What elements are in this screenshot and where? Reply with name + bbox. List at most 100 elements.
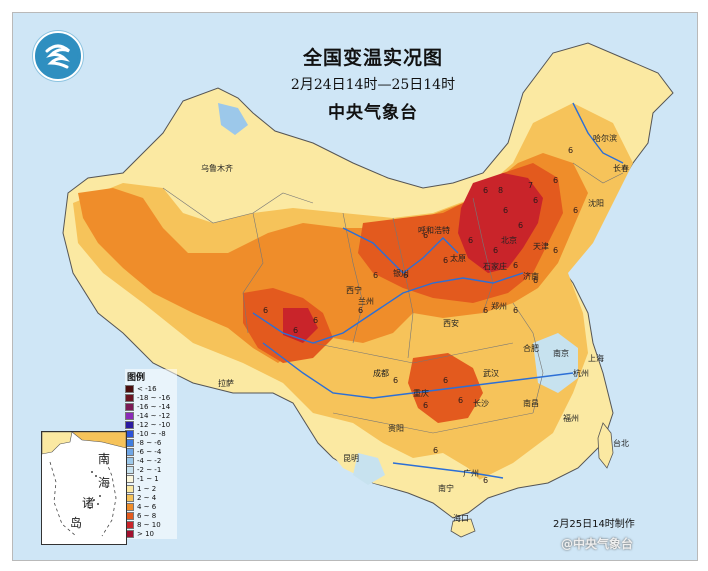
legend-swatch — [125, 402, 134, 411]
legend-swatch — [125, 420, 134, 429]
hainan-island — [450, 518, 476, 538]
station-value: 6 — [313, 316, 318, 325]
cma-logo — [33, 31, 83, 81]
legend-item: -18 ~ -16 — [125, 393, 177, 402]
station-value: 6 — [573, 206, 578, 215]
city-label: 天津 — [533, 242, 549, 251]
city-label: 长春 — [613, 164, 629, 173]
city-label: 昆明 — [343, 454, 359, 463]
station-value: 6 — [518, 221, 523, 230]
city-label: 福州 — [563, 414, 579, 423]
station-value: 8 — [498, 186, 503, 195]
legend-label: 8 ~ 10 — [137, 520, 161, 529]
city-label: 呼和浩特 — [418, 226, 450, 235]
rivers — [252, 102, 624, 479]
legend-label: -4 ~ -2 — [137, 457, 162, 466]
station-value: 6 — [433, 446, 438, 455]
legend-label: 1 ~ 2 — [137, 484, 157, 493]
legend-item: -16 ~ -14 — [125, 402, 177, 411]
legend-swatch — [125, 393, 134, 402]
inset-label-2: 海 — [98, 476, 111, 490]
zone-cool-southwest — [353, 453, 385, 485]
city-label: 石家庄 — [483, 262, 507, 271]
map-period: 2月24日14时—25日14时 — [290, 77, 456, 93]
legend-item: 1 ~ 2 — [125, 484, 177, 493]
station-value: 6 — [493, 246, 498, 255]
city-label: 长沙 — [473, 399, 489, 408]
station-value: 6 — [533, 196, 538, 205]
inset-label-1: 南 — [98, 452, 111, 466]
inset-label-3: 诸 — [82, 496, 95, 510]
station-value: 6 — [423, 231, 428, 240]
city-label: 银川 — [393, 269, 409, 278]
city-label: 重庆 — [413, 389, 429, 398]
legend-label: -14 ~ -12 — [137, 411, 171, 420]
zone-cool-east — [533, 333, 578, 393]
station-value: 6 — [568, 146, 573, 155]
legend-label: -18 ~ -16 — [137, 393, 171, 402]
legend-item: -4 ~ -2 — [125, 457, 177, 466]
legend-label: -8 ~ -6 — [137, 439, 162, 448]
city-label: 南京 — [553, 349, 569, 358]
zone-cool-north — [218, 103, 248, 135]
legend-label: -6 ~ -4 — [137, 448, 162, 457]
station-value: 6 — [403, 271, 408, 280]
city-label: 成都 — [373, 369, 389, 378]
station-value: 6 — [423, 401, 428, 410]
legend-item: 6 ~ 8 — [125, 511, 177, 520]
legend-item: -6 ~ -4 — [125, 448, 177, 457]
city-label: 海口 — [453, 514, 469, 523]
legend-item: < -16 — [125, 384, 177, 393]
station-value: 6 — [483, 306, 488, 315]
city-label: 济南 — [523, 272, 539, 281]
legend-label: < -16 — [137, 384, 157, 393]
legend-label: -1 ~ 1 — [137, 475, 159, 484]
map-title-block: 全国变温实况图 2月24日14时—25日14时 中央气象台 — [263, 43, 483, 123]
city-label: 合肥 — [523, 344, 539, 353]
station-value: 6 — [443, 376, 448, 385]
south-china-sea-inset: 南 海 诸 岛 — [41, 431, 127, 545]
map-title: 全国变温实况图 — [302, 47, 443, 69]
cma-logo-icon — [38, 36, 78, 76]
legend-item: -8 ~ -6 — [125, 439, 177, 448]
station-value: 6 — [373, 271, 378, 280]
station-value: 6 — [468, 236, 473, 245]
legend: 图例 < -16 -18 ~ -16 -16 ~ -14 -14 ~ -12 -12 ~… — [125, 369, 177, 539]
legend-label: -2 ~ -1 — [137, 466, 162, 475]
city-label: 台北 — [613, 439, 629, 448]
legend-item: -10 ~ -8 — [125, 429, 177, 439]
production-credit: 2月25日14时制作 — [553, 519, 635, 530]
legend-item: 4 ~ 6 — [125, 502, 177, 511]
legend-swatch — [125, 411, 134, 420]
city-label: 杭州 — [573, 369, 589, 378]
legend-item: -12 ~ -10 — [125, 420, 177, 429]
city-label: 乌鲁木齐 — [201, 164, 233, 173]
legend-items: < -16 -18 ~ -16 -16 ~ -14 -14 ~ -12 -12 ~ -1… — [125, 384, 177, 539]
legend-label: -16 ~ -14 — [137, 402, 171, 411]
city-label: 南昌 — [523, 399, 539, 408]
zone-8-10-west — [283, 308, 318, 343]
legend-label: -12 ~ -10 — [137, 420, 171, 429]
station-value: 6 — [483, 476, 488, 485]
station-value: 6 — [533, 276, 538, 285]
legend-item: -14 ~ -12 — [125, 411, 177, 420]
inset-label-4: 岛 — [70, 516, 83, 530]
map-issuer: 中央气象台 — [328, 103, 418, 123]
station-value: 6 — [393, 376, 398, 385]
station-value: 6 — [263, 306, 268, 315]
city-label: 西安 — [443, 319, 459, 328]
station-value: 6 — [553, 246, 558, 255]
zone-8-10 — [458, 173, 543, 273]
station-value: 6 — [293, 326, 298, 335]
city-label: 哈尔滨 — [593, 134, 617, 143]
station-value: 6 — [458, 396, 463, 405]
city-label: 兰州 — [358, 297, 374, 306]
legend-label: 4 ~ 6 — [137, 502, 157, 511]
city-label: 北京 — [501, 236, 517, 245]
station-value: 6 — [553, 176, 558, 185]
legend-label: 6 ~ 8 — [137, 511, 157, 520]
city-label: 广州 — [463, 469, 479, 478]
zone-1-2-south — [313, 413, 483, 503]
